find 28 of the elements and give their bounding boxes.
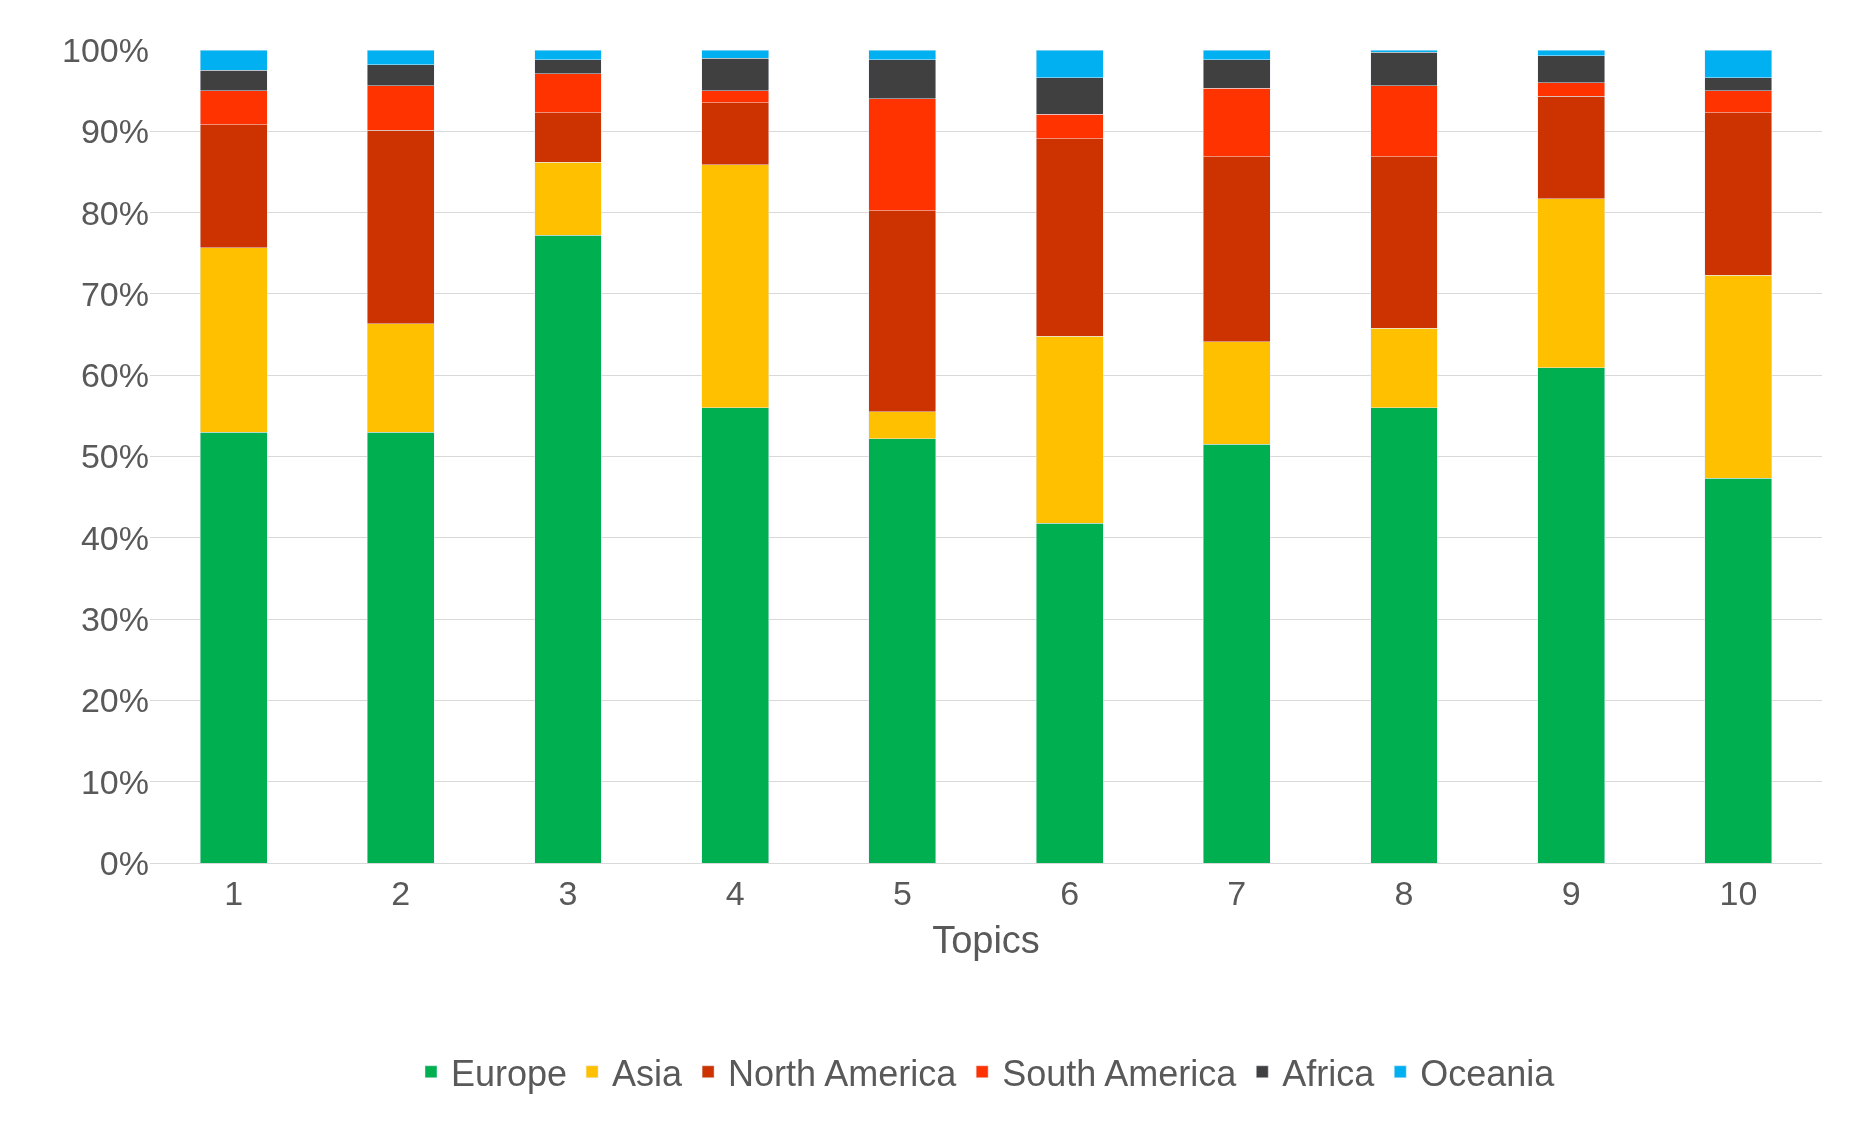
x-tick-label: 1	[224, 873, 244, 912]
legend-label: Oceania	[1420, 1052, 1556, 1094]
x-tick-label: 3	[558, 873, 578, 912]
legend-label: Africa	[1282, 1052, 1376, 1094]
x-tick-label: 2	[391, 873, 411, 912]
y-tick-label: 100%	[62, 30, 149, 69]
x-tick-label: 6	[1060, 873, 1080, 912]
x-tick-label: 8	[1394, 873, 1414, 912]
x-tick-label: 5	[892, 873, 912, 912]
y-tick-label: 30%	[80, 600, 149, 638]
y-tick-label: 60%	[80, 356, 149, 395]
x-axis-title: Topics	[932, 918, 1040, 961]
y-tick-label: 0%	[99, 843, 149, 882]
x-tick-label: 7	[1227, 873, 1247, 912]
y-tick-label: 10%	[80, 762, 149, 801]
y-tick-label: 90%	[80, 112, 149, 151]
y-tick-label: 70%	[80, 274, 149, 313]
legend-label: Europe	[451, 1052, 568, 1094]
legend-label: Asia	[612, 1052, 684, 1094]
x-tick-label: 10	[1719, 873, 1758, 912]
y-tick-label: 40%	[80, 518, 149, 557]
legend-label: South America	[1002, 1052, 1238, 1094]
x-tick-label: 9	[1561, 873, 1581, 912]
x-tick-label: 4	[725, 873, 745, 912]
y-tick-label: 80%	[80, 193, 149, 232]
y-tick-label: 50%	[80, 437, 149, 476]
y-tick-label: 20%	[80, 681, 149, 720]
legend-label: North America	[728, 1052, 958, 1094]
